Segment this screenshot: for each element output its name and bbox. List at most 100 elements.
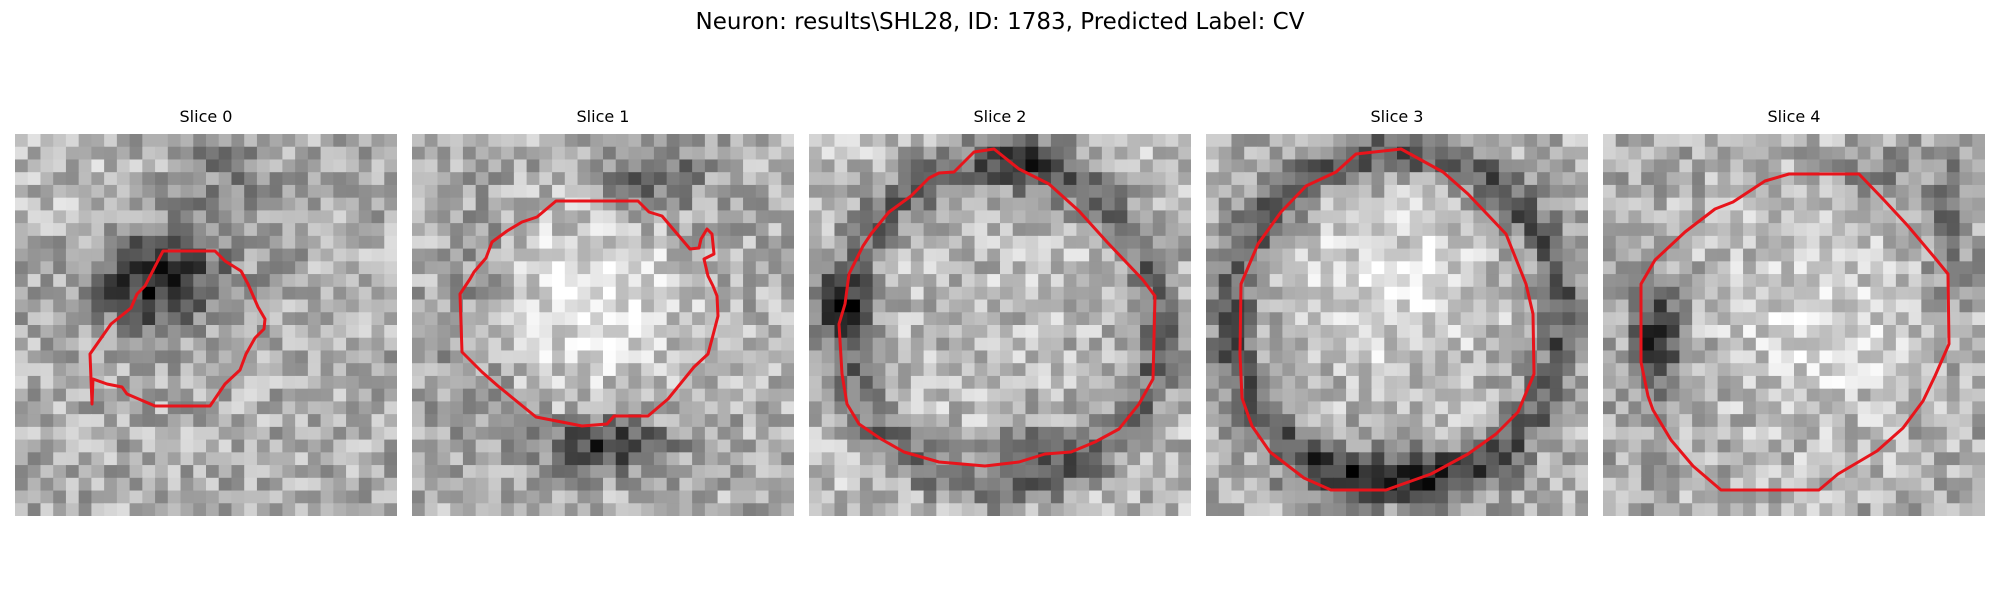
pixel bbox=[1050, 159, 1065, 173]
pixel bbox=[1972, 248, 1985, 262]
pixel bbox=[1628, 325, 1642, 339]
pixel bbox=[1641, 452, 1655, 466]
pixel bbox=[755, 274, 770, 288]
pixel bbox=[1371, 312, 1385, 326]
pixel bbox=[1641, 210, 1655, 224]
pixel bbox=[218, 312, 233, 326]
pixel bbox=[1114, 197, 1128, 211]
pixel bbox=[1575, 465, 1588, 479]
pixel bbox=[1562, 235, 1576, 250]
pixel bbox=[307, 235, 322, 250]
pixel bbox=[1844, 503, 1859, 516]
pixel bbox=[1447, 350, 1462, 364]
pixel bbox=[513, 261, 528, 275]
pixel bbox=[27, 248, 42, 262]
pixel bbox=[539, 465, 553, 479]
pixel bbox=[53, 223, 67, 237]
pixel bbox=[1409, 337, 1424, 352]
pixel bbox=[475, 465, 489, 479]
pixel bbox=[1050, 452, 1065, 466]
pixel bbox=[577, 210, 591, 224]
pixel bbox=[1218, 172, 1233, 186]
pixel bbox=[1269, 134, 1283, 148]
pixel bbox=[1819, 503, 1833, 516]
pixel bbox=[872, 363, 886, 377]
pixel bbox=[1231, 248, 1245, 262]
pixel bbox=[1704, 312, 1719, 326]
pixel bbox=[1295, 325, 1309, 339]
pixel bbox=[1000, 477, 1014, 492]
pixel bbox=[1768, 503, 1782, 516]
pixel bbox=[40, 401, 54, 415]
pixel bbox=[1012, 375, 1027, 390]
pixel bbox=[53, 439, 67, 453]
pixel bbox=[768, 490, 782, 504]
pixel bbox=[923, 223, 937, 237]
pixel bbox=[1012, 337, 1027, 352]
pixel bbox=[1231, 146, 1245, 161]
pixel bbox=[450, 477, 464, 492]
pixel bbox=[1934, 503, 1948, 516]
pixel bbox=[91, 172, 105, 186]
pixel bbox=[1524, 401, 1538, 415]
pixel bbox=[1603, 184, 1617, 199]
pixel bbox=[1063, 172, 1077, 186]
pixel bbox=[1256, 465, 1271, 479]
pixel bbox=[1371, 426, 1385, 441]
pixel bbox=[384, 465, 397, 479]
pixel bbox=[1946, 235, 1961, 250]
pixel bbox=[809, 465, 823, 479]
pixel bbox=[1206, 261, 1220, 275]
pixel bbox=[1460, 286, 1474, 301]
pixel bbox=[1346, 299, 1360, 313]
pixel bbox=[244, 134, 258, 148]
pixel bbox=[1127, 274, 1141, 288]
pixel bbox=[1603, 172, 1617, 186]
pixel bbox=[974, 337, 988, 352]
pixel bbox=[679, 159, 693, 173]
pixel bbox=[320, 159, 334, 173]
pixel bbox=[564, 184, 579, 199]
pixel bbox=[1498, 134, 1513, 148]
pixel bbox=[1666, 363, 1680, 377]
pixel bbox=[65, 274, 80, 288]
pixel bbox=[1755, 350, 1770, 364]
pixel bbox=[462, 134, 477, 148]
pixel bbox=[269, 261, 283, 275]
pixel bbox=[717, 235, 731, 250]
pixel bbox=[898, 235, 912, 250]
pixel bbox=[1870, 490, 1884, 504]
pixel bbox=[1959, 375, 1973, 390]
slice-image-1 bbox=[412, 134, 794, 516]
pixel bbox=[1384, 261, 1398, 275]
pixel bbox=[1717, 388, 1731, 402]
pixel bbox=[129, 134, 143, 148]
pixel bbox=[1178, 261, 1191, 275]
pixel bbox=[142, 159, 156, 173]
pixel bbox=[1244, 184, 1258, 199]
pixel bbox=[155, 414, 169, 428]
pixel bbox=[1231, 452, 1245, 466]
pixel bbox=[974, 274, 988, 288]
pixel bbox=[1524, 414, 1538, 428]
pixel bbox=[1486, 146, 1500, 161]
pixel bbox=[1883, 146, 1897, 161]
pixel bbox=[1946, 414, 1961, 428]
pixel bbox=[1743, 375, 1757, 390]
pixel bbox=[577, 146, 591, 161]
pixel bbox=[1562, 146, 1576, 161]
pixel bbox=[104, 172, 118, 186]
pixel bbox=[1269, 414, 1283, 428]
pixel bbox=[193, 465, 207, 479]
pixel bbox=[641, 172, 655, 186]
pixel bbox=[333, 299, 347, 313]
pixel bbox=[333, 210, 347, 224]
pixel bbox=[1743, 350, 1757, 364]
pixel bbox=[847, 375, 861, 390]
pixel bbox=[1653, 235, 1668, 250]
pixel bbox=[1562, 388, 1576, 402]
pixel bbox=[1295, 159, 1309, 173]
pixel bbox=[475, 184, 489, 199]
pixel bbox=[974, 248, 988, 262]
pixel bbox=[755, 477, 770, 492]
